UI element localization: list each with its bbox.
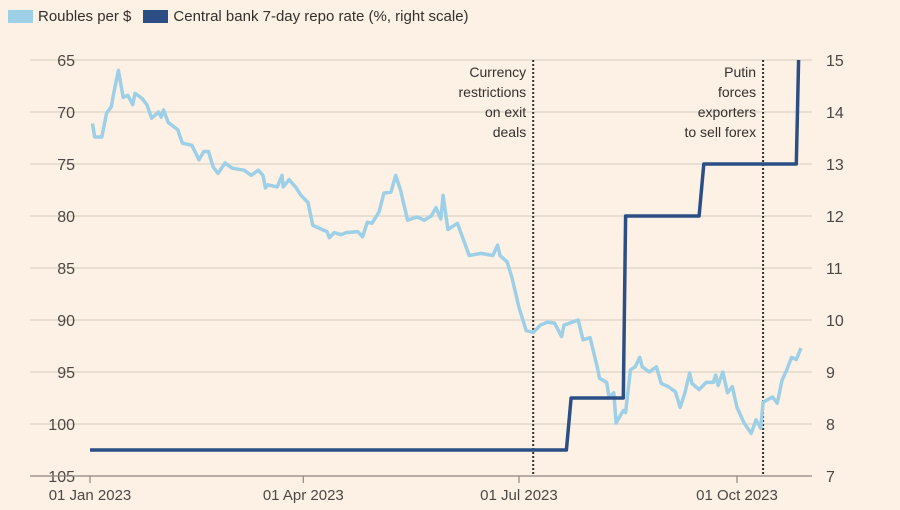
annotation-text: exporters	[698, 104, 756, 120]
annotation-text: on exit	[485, 104, 526, 120]
annotation-text: Putin	[724, 64, 756, 80]
y-right-tick-label: 13	[826, 157, 844, 174]
legend-label-repo-rate: Central bank 7-day repo rate (%, right s…	[173, 8, 469, 25]
annotation-text: deals	[493, 124, 526, 140]
y-right-tick-label: 7	[826, 469, 835, 486]
x-tick-label: 01 Jul 2023	[480, 487, 558, 504]
y-right-tick-label: 8	[826, 417, 835, 434]
repo-rate-line	[90, 59, 801, 452]
annotation-text: restrictions	[459, 84, 527, 100]
y-left-tick-label: 105	[48, 469, 75, 486]
y-left-tick-label: 75	[57, 157, 75, 174]
y-right-tick-label: 14	[826, 105, 844, 122]
y-left-tick-label: 80	[57, 209, 75, 226]
y-left-tick-label: 85	[57, 261, 75, 278]
y-left-tick-label: 70	[57, 105, 75, 122]
legend-item-roubles: Roubles per $	[8, 8, 131, 25]
y-right-tick-label: 10	[826, 313, 844, 330]
x-tick-label: 01 Apr 2023	[263, 487, 344, 504]
annotation-text: Currency	[469, 64, 526, 80]
annotation-text: forces	[718, 84, 756, 100]
y-left-tick-label: 95	[57, 365, 75, 382]
legend: Roubles per $ Central bank 7-day repo ra…	[8, 8, 475, 25]
y-right-tick-label: 12	[826, 209, 844, 226]
legend-swatch-roubles	[8, 10, 33, 23]
legend-swatch-repo-rate	[143, 10, 169, 23]
legend-item-repo-rate: Central bank 7-day repo rate (%, right s…	[143, 8, 469, 25]
legend-label-roubles: Roubles per $	[38, 8, 132, 25]
annotation-text: to sell forex	[684, 124, 756, 140]
y-right-tick-label: 15	[826, 53, 844, 70]
y-left-tick-label: 100	[48, 417, 75, 434]
y-left-tick-label: 90	[57, 313, 75, 330]
y-right-tick-label: 9	[826, 365, 835, 382]
x-tick-label: 01 Jan 2023	[49, 487, 132, 504]
x-tick-label: 01 Oct 2023	[696, 487, 778, 504]
y-left-tick-label: 65	[57, 53, 75, 70]
y-right-tick-label: 11	[826, 261, 843, 278]
